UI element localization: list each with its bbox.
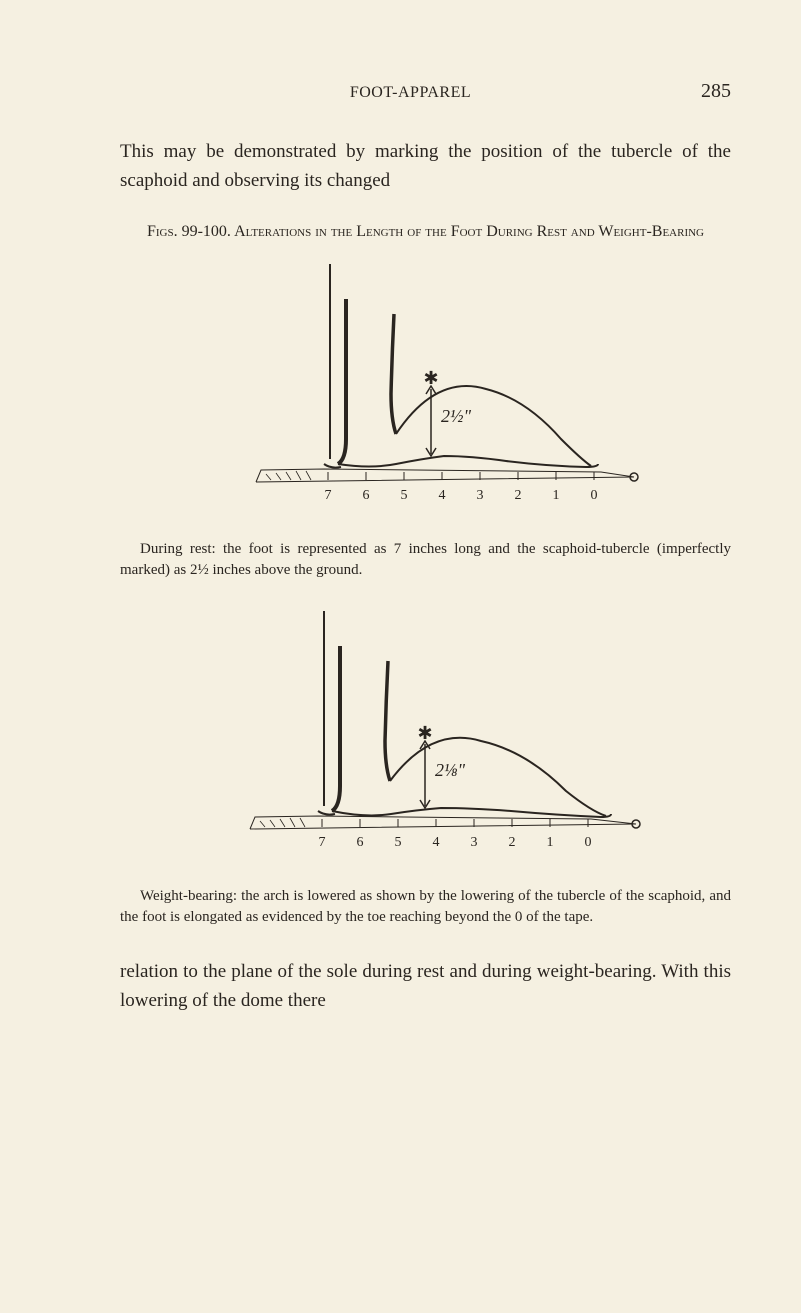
- scale2-4: 4: [432, 835, 439, 850]
- scale-2: 2: [514, 488, 521, 503]
- page-number: 285: [701, 80, 731, 103]
- diagram-2-container: 7 6 5 4 3 2 1 0 ✱ 2⅛": [120, 611, 731, 871]
- scale-4: 4: [438, 488, 445, 503]
- fig-prefix: Figs. 99-100.: [147, 223, 231, 240]
- measurement-1: 2½": [441, 406, 472, 426]
- scale-0: 0: [590, 488, 597, 503]
- body-paragraph-2: relation to the plane of the sole during…: [120, 958, 731, 1015]
- diagram-1-container: 7 6 5 4 3 2 1 0 ✱ 2½": [120, 264, 731, 524]
- running-head: FOOT-APPAREL: [120, 84, 701, 102]
- scale2-0: 0: [584, 835, 591, 850]
- scale2-1: 1: [546, 835, 553, 850]
- measurement-2: 2⅛": [435, 760, 466, 780]
- scale-5: 5: [400, 488, 407, 503]
- scale-6: 6: [362, 488, 369, 503]
- foot-diagram-rest: 7 6 5 4 3 2 1 0 ✱ 2½": [206, 264, 646, 524]
- figure-caption-main: Figs. 99-100. Alterations in the Length …: [120, 220, 731, 244]
- diagram-1-caption: During rest: the foot is represented as …: [120, 539, 731, 581]
- scale-7: 7: [324, 488, 331, 503]
- scale2-6: 6: [356, 835, 363, 850]
- body-paragraph-1: This may be demonstrated by marking the …: [120, 138, 731, 195]
- diagram-2-caption: Weight-bearing: the arch is lowered as s…: [120, 886, 731, 928]
- scale2-2: 2: [508, 835, 515, 850]
- scale2-7: 7: [318, 835, 325, 850]
- scale2-5: 5: [394, 835, 401, 850]
- foot-diagram-weight: 7 6 5 4 3 2 1 0 ✱ 2⅛": [196, 611, 656, 871]
- scale-3: 3: [476, 488, 483, 503]
- fig-text: Alterations in the Length of the Foot Du…: [234, 223, 704, 240]
- page-header: FOOT-APPAREL 285: [120, 80, 731, 103]
- scale2-3: 3: [470, 835, 477, 850]
- scale-1: 1: [552, 488, 559, 503]
